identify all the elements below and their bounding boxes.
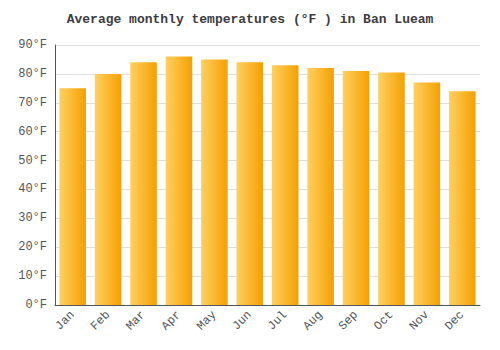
svg-text:Average monthly temperatures (: Average monthly temperatures (°F ) in Ba…: [67, 12, 434, 27]
svg-text:20°F: 20°F: [18, 240, 47, 254]
svg-text:Sep: Sep: [336, 308, 361, 333]
svg-text:Jan: Jan: [53, 308, 78, 333]
svg-text:40°F: 40°F: [18, 182, 47, 196]
svg-text:Jun: Jun: [230, 308, 255, 333]
svg-text:90°F: 90°F: [18, 38, 47, 52]
svg-text:70°F: 70°F: [18, 96, 47, 110]
svg-text:80°F: 80°F: [18, 67, 47, 81]
svg-text:30°F: 30°F: [18, 211, 47, 225]
svg-text:Apr: Apr: [159, 308, 184, 333]
svg-text:Mar: Mar: [123, 308, 148, 333]
svg-text:10°F: 10°F: [18, 269, 47, 283]
svg-text:0°F: 0°F: [25, 298, 47, 312]
svg-text:60°F: 60°F: [18, 125, 47, 139]
svg-text:Dec: Dec: [442, 308, 467, 333]
svg-text:Nov: Nov: [407, 308, 432, 333]
svg-text:Jul: Jul: [265, 308, 290, 333]
svg-text:Aug: Aug: [300, 308, 325, 333]
svg-text:50°F: 50°F: [18, 154, 47, 168]
svg-text:May: May: [194, 308, 219, 333]
svg-text:Oct: Oct: [371, 308, 396, 333]
svg-text:Feb: Feb: [88, 308, 113, 333]
